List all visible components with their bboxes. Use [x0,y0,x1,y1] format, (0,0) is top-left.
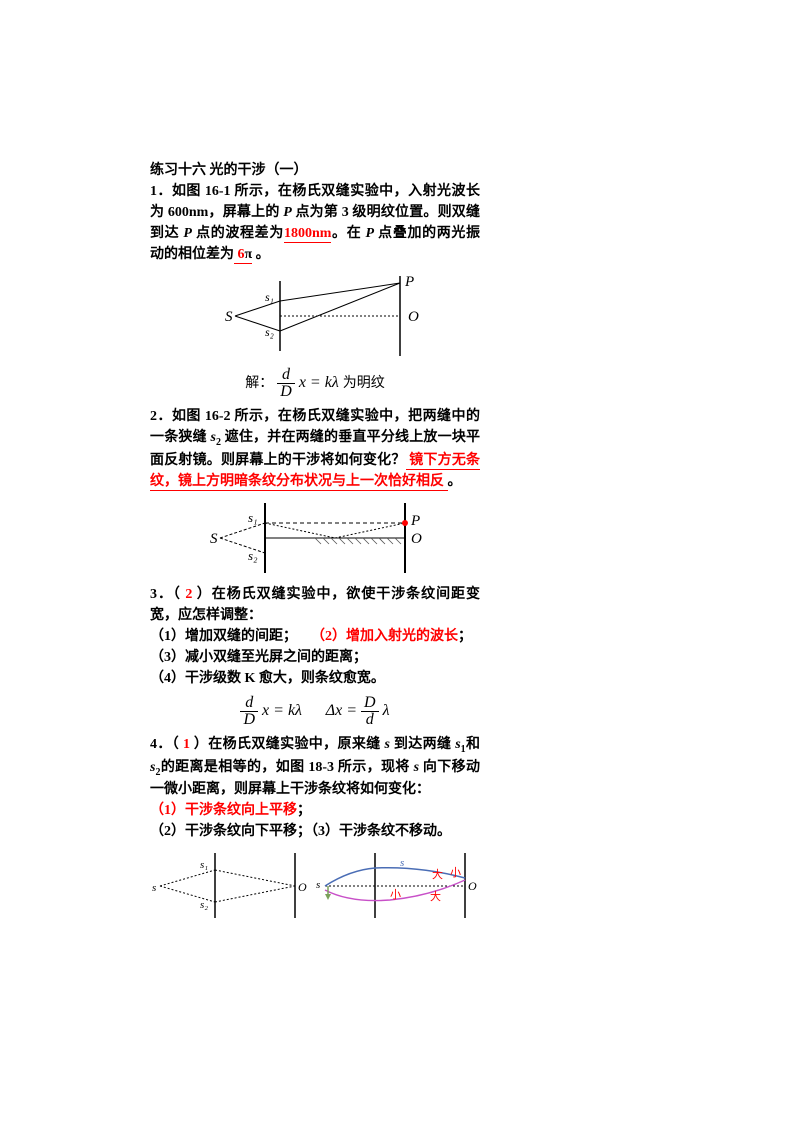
q3-options: （1）增加双缝的间距； （2）增加入射光的波长； （3）减小双缝至光屏之间的距离… [150,626,480,689]
fig3-s-l: s [152,882,156,894]
q1-P2: P [183,226,192,241]
fig3-big2: 大 [430,889,441,903]
q4-text: 4．（ 1 ）在杨氏双缝实验中，原来缝 s 到达两缝 s1和 s2的距离是相等的… [150,734,480,801]
fig3-O-l: O [298,880,307,894]
q4-mid: ）在杨氏双缝实验中，原来缝 [194,737,385,752]
fig3-small2: 小 [390,888,401,901]
q3-text: 3．（ 2 ）在杨氏双缝实验中，欲使干涉条纹间距变宽，应怎样调整： [150,584,480,626]
fig1-s1: s₁ [265,290,274,304]
q4-opt2: （2）干涉条纹向下平移；（3）干涉条纹不移动。 [150,824,451,839]
exercise-title: 练习十六 光的干涉（一） [150,160,480,181]
q1-ans2: 6 [234,247,245,264]
q1-mid3: 。在 [331,226,365,241]
frac-d-D: dD [277,367,295,400]
q4-mid4: 的距离是相等的，如图 18-3 所示，现将 [160,760,413,775]
fig3-s2-l: s₂ [200,899,208,911]
fig3-big1: 大 [432,867,443,881]
q1-end: 。 [252,247,270,262]
q1-P1: P [283,205,292,220]
q3-formula: dD x = kλ Δx = Dd λ [150,695,480,728]
q1-formula-prefix: 解： [245,376,273,391]
q4-num: 4．（ [150,737,179,752]
q3-ans: 2 [181,587,197,602]
q1-ans1: 1800nm [284,226,331,243]
fig1-s2: s₂ [265,325,274,339]
q4-opt1end: ； [297,803,311,818]
q3-num: 3．（ [150,587,181,602]
q3-opt2end: ； [458,629,472,644]
fig2-S: S [210,531,218,547]
eqn1: x = kλ [299,374,339,391]
frac-d-D-2: dD [240,695,258,728]
figure-16-1: S s₁ s₂ P O [190,271,440,361]
fig3-O-r: O [468,879,477,893]
fig3-s-top: s [400,857,404,869]
q1-formula-suffix: 为明纹 [343,376,385,391]
q4-options: （1）干涉条纹向上平移； （2）干涉条纹向下平移；（3）干涉条纹不移动。 [150,800,480,842]
frac-D-d: Dd [361,695,379,728]
eqn3a: Δx = [326,702,361,719]
q4-opt1: （1）干涉条纹向上平移 [150,803,297,818]
fig2-P: P [410,513,420,529]
q3-opt1: （1）增加双缝的间距； [150,629,297,644]
q2-text: 2．如图 16-2 所示，在杨氏双缝实验中，把两缝中的一条狭缝 s2 遮住，并在… [150,406,480,492]
q1-P3: P [365,226,374,241]
q3-opt3: （3）减小双缝至光屏之间的距离； [150,650,367,665]
fig2-point-P [402,520,408,526]
q3-opt2: （2）增加入射光的波长 [311,629,458,644]
eqn2: x = kλ [262,702,302,719]
fig3-s1-l: s₁ [200,859,208,871]
q3-opt4: （4）干涉级数 K 愈大，则条纹愈宽。 [150,671,385,686]
fig3-blue-path [325,868,465,886]
q1-text: 1．如图 16-1 所示，在杨氏双缝实验中，入射光波长为 600nm，屏幕上的 … [150,181,480,265]
fig3-small1: 小 [450,866,461,879]
page: 练习十六 光的干涉（一） 1．如图 16-1 所示，在杨氏双缝实验中，入射光波长… [0,0,650,979]
fig2-s2: s₂ [248,548,258,563]
fig1-O: O [408,309,419,325]
q4-mid3: 和 [466,737,480,752]
q2-end: 。 [448,474,462,489]
q1-mid2: 点的波程差为 [192,226,284,241]
q3-mid: ）在杨氏双缝实验中，欲使干涉条纹间距变宽，应怎样调整： [150,587,480,623]
fig2-s1: s₁ [248,510,258,525]
q4-ans: 1 [179,737,194,752]
figure-18-3: s s₁ s₂ O s s 大 小 小 大 O [150,848,480,923]
fig1-S: S [225,309,233,325]
eqn3b: λ [383,702,390,719]
fig2-O: O [411,531,422,547]
q4-mid2: 到达两缝 [390,737,455,752]
figure-16-2: S s₁ s₂ P O [185,498,445,578]
fig1-P: P [404,274,414,290]
q1-formula: 解： dD x = kλ 为明纹 [150,367,480,400]
fig3-s-r: s [316,879,320,891]
